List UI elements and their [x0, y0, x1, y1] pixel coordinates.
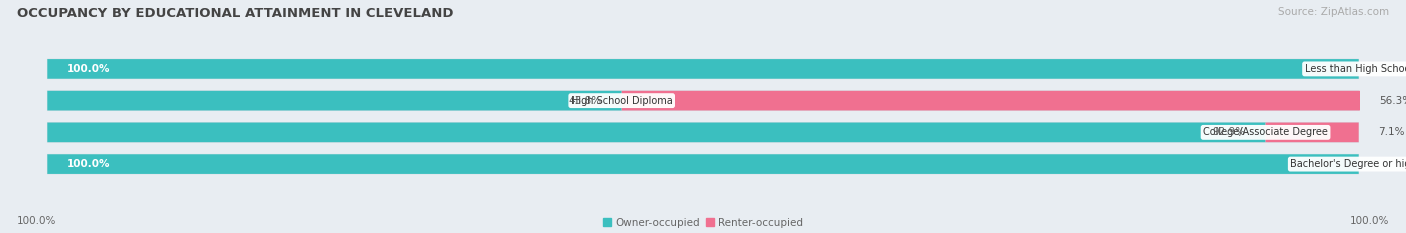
Text: 43.8%: 43.8%	[569, 96, 602, 106]
Text: Less than High School: Less than High School	[1305, 64, 1406, 74]
Text: Bachelor's Degree or higher: Bachelor's Degree or higher	[1291, 159, 1406, 169]
FancyBboxPatch shape	[48, 154, 1358, 174]
Text: 92.9%: 92.9%	[1213, 127, 1246, 137]
Text: Source: ZipAtlas.com: Source: ZipAtlas.com	[1278, 7, 1389, 17]
FancyBboxPatch shape	[48, 59, 1358, 79]
FancyBboxPatch shape	[48, 123, 1265, 142]
Text: 7.1%: 7.1%	[1378, 127, 1405, 137]
Text: 100.0%: 100.0%	[17, 216, 56, 226]
FancyBboxPatch shape	[48, 91, 1358, 110]
FancyBboxPatch shape	[48, 123, 1358, 142]
Text: High School Diploma: High School Diploma	[571, 96, 672, 106]
FancyBboxPatch shape	[621, 91, 1360, 110]
FancyBboxPatch shape	[48, 91, 621, 110]
FancyBboxPatch shape	[48, 59, 1358, 79]
Text: OCCUPANCY BY EDUCATIONAL ATTAINMENT IN CLEVELAND: OCCUPANCY BY EDUCATIONAL ATTAINMENT IN C…	[17, 7, 453, 20]
FancyBboxPatch shape	[1265, 123, 1358, 142]
Text: 100.0%: 100.0%	[1350, 216, 1389, 226]
Text: 56.3%: 56.3%	[1379, 96, 1406, 106]
Text: College/Associate Degree: College/Associate Degree	[1204, 127, 1329, 137]
Text: 100.0%: 100.0%	[67, 159, 111, 169]
FancyBboxPatch shape	[48, 154, 1358, 174]
Legend: Owner-occupied, Renter-occupied: Owner-occupied, Renter-occupied	[603, 218, 803, 228]
Text: 100.0%: 100.0%	[67, 64, 111, 74]
